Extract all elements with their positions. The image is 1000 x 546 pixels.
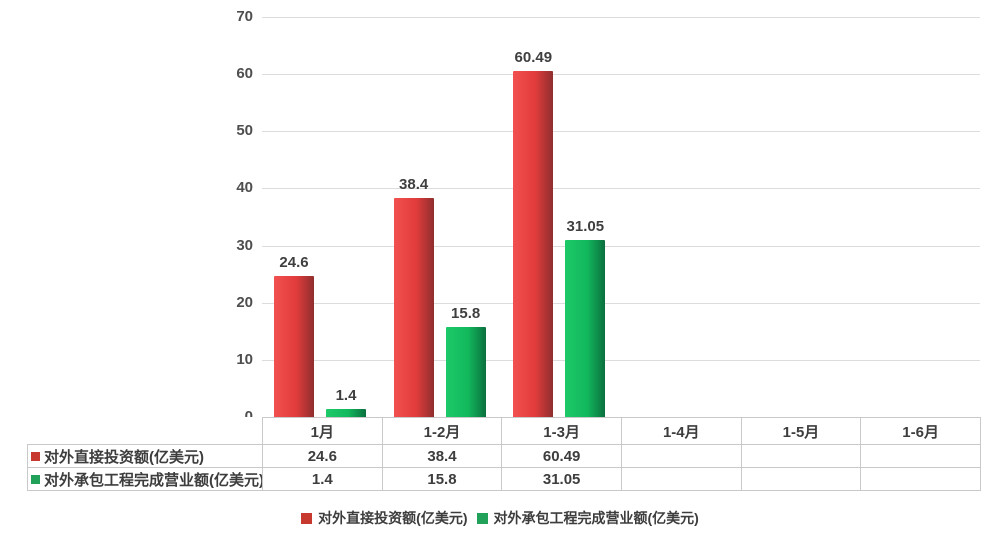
value-cell: [740, 444, 862, 468]
legend-swatch: [301, 512, 313, 524]
plot-area: 24.6 1.4 38.4 15.8 60.49 31.05: [262, 17, 980, 417]
legend-label: 对外承包工程完成营业额(亿美元): [493, 510, 699, 526]
bar-series2-1-3月: [565, 239, 606, 417]
table-head: 1月 1-2月 1-3月 1-4月 1-5月 1-6月: [28, 417, 981, 445]
value-cell: [740, 467, 862, 491]
value-cell: 60.49: [501, 444, 622, 468]
value-cell: 31.05: [501, 467, 622, 491]
gridline: [262, 245, 980, 247]
value-cell: 38.4: [381, 444, 503, 468]
y-axis: 0 10 20 30 40 50 60 70: [150, 8, 253, 425]
table-row: 对外直接投资额(亿美元) 24.6 38.4 60.49: [27, 444, 981, 468]
bar-value-label: 1.4: [335, 387, 357, 404]
y-tick-label: 0: [183, 407, 253, 427]
table-header-cell: 1-3月: [501, 417, 622, 445]
bar-series1-1月: [274, 276, 314, 417]
table-body: 对外直接投资额(亿美元) 24.6 38.4 60.49 对外承包工程完成营业额(亿美元…: [27, 444, 981, 491]
value-cell: 1.4: [262, 467, 383, 491]
bar-value-label: 38.4: [399, 175, 429, 193]
y-tick-label: 50: [236, 122, 253, 140]
value-cell: [860, 467, 981, 491]
bar-value-label: 15.8: [451, 304, 481, 322]
y-tick-label: 30: [236, 236, 253, 254]
bar-series1-1-2月: [393, 197, 434, 417]
table-header-cell: 1-2月: [381, 417, 503, 445]
data-table: 1月 1-2月 1-3月 1-4月 1-5月 1-6月 对外直接投资额(亿美元) 24.6 3…: [27, 417, 981, 491]
legend: 对外直接投资额(亿美元) 对外承包工程完成营业额(亿美元): [0, 508, 1000, 528]
value-cell: [860, 444, 981, 468]
table-header-row: 1月 1-2月 1-3月 1-4月 1-5月 1-6月: [28, 417, 981, 445]
y-tick-label: 70: [236, 8, 253, 25]
value-cell: 24.6: [262, 444, 383, 468]
y-tick-label: 40: [236, 179, 253, 197]
gridline: [262, 131, 980, 133]
gridline: [262, 302, 980, 304]
series-marker: [31, 452, 40, 462]
gridline: [262, 188, 980, 190]
bar-series1-1-3月: [513, 71, 554, 417]
table-corner-cell: [28, 418, 263, 445]
bar-value-label: 60.49: [514, 49, 553, 67]
y-tick-label: 20: [236, 293, 253, 311]
series-label-cell: 对外直接投资额(亿美元): [27, 444, 263, 468]
legend-item: 对外承包工程完成营业额(亿美元): [476, 508, 699, 528]
series-label-cell: 对外承包工程完成营业额(亿美元): [27, 467, 263, 491]
value-cell: [620, 444, 742, 468]
legend-swatch: [476, 512, 488, 524]
bar-series2-1月: [326, 409, 366, 417]
bar-value-label: 31.05: [566, 217, 605, 235]
table-header-cell: 1-5月: [740, 417, 862, 445]
table-header-cell: 1-4月: [620, 417, 742, 445]
gridline: [262, 359, 980, 361]
value-cell: 15.8: [381, 467, 503, 491]
y-tick-label: 10: [236, 350, 253, 368]
legend-label: 对外直接投资额(亿美元): [318, 510, 468, 526]
table-header-cell: 1-6月: [860, 417, 981, 445]
table-row: 对外承包工程完成营业额(亿美元) 1.4 15.8 31.05: [27, 467, 981, 491]
gridline: [262, 17, 980, 18]
legend-item: 对外直接投资额(亿美元): [301, 508, 468, 528]
bar-value-label: 24.6: [279, 254, 309, 272]
series-marker: [31, 475, 40, 485]
value-cell: [620, 467, 742, 491]
y-tick-label: 60: [236, 65, 253, 83]
gridline: [262, 74, 980, 76]
table-header-cell: 1月: [262, 417, 383, 445]
bar-series2-1-2月: [445, 326, 486, 417]
